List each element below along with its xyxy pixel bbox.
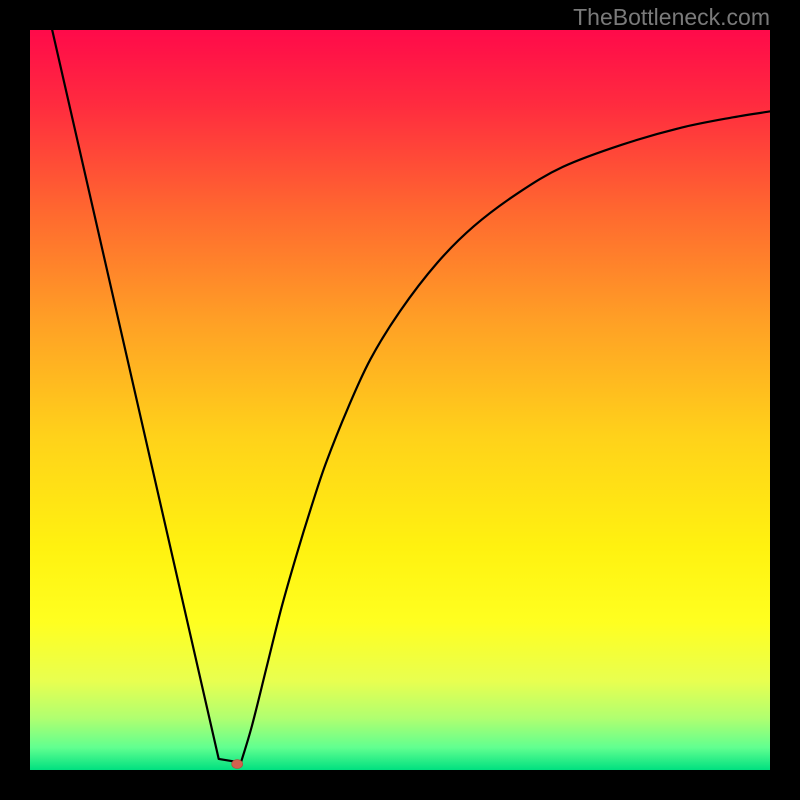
plot-svg bbox=[30, 30, 770, 770]
gradient-background bbox=[30, 30, 770, 770]
plot-area bbox=[30, 30, 770, 770]
optimal-point-marker bbox=[232, 760, 243, 769]
chart-frame: TheBottleneck.com bbox=[0, 0, 800, 800]
watermark-text: TheBottleneck.com bbox=[573, 4, 770, 31]
